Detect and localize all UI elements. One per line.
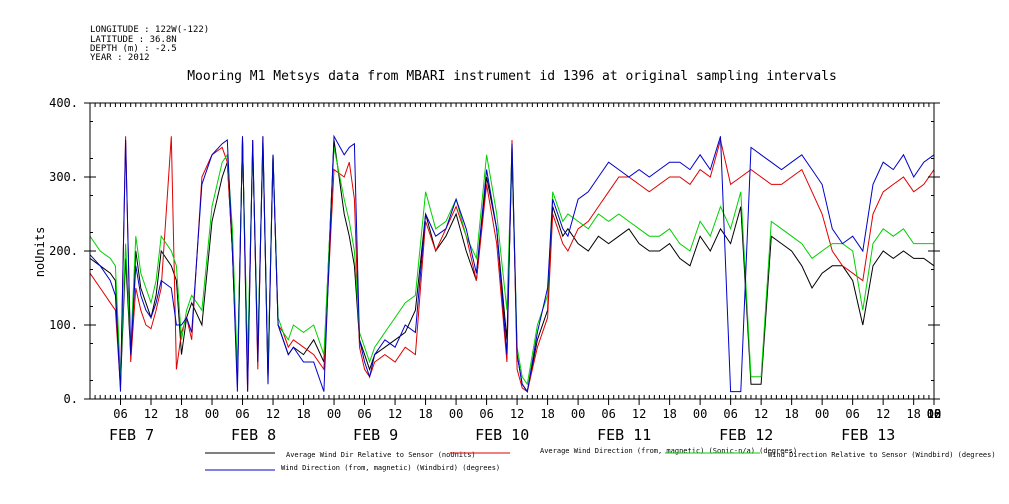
series-line-4	[89, 134, 935, 393]
legend-label-4: Wind Direction (from, magnetic) (Windbir…	[281, 464, 500, 472]
series-line-2	[89, 136, 935, 393]
series-layer	[89, 134, 935, 393]
x-tick-label: 18	[174, 407, 188, 421]
x-tick-label: 00	[927, 407, 941, 421]
year-text: YEAR : 2012	[90, 53, 150, 63]
depth-text: DEPTH (m) : -2.5	[90, 44, 177, 54]
y-tick-label: 0.	[64, 392, 78, 406]
x-tick-label: 06	[723, 407, 737, 421]
x-tick-label: 12	[754, 407, 768, 421]
x-tick-label: 12	[632, 407, 646, 421]
station-metadata: LONGITUDE : 122W(-122) LATITUDE : 36.8N …	[90, 25, 209, 63]
legend-label-1: Average Wind Dir Relative to Sensor (noU…	[286, 451, 476, 459]
chart-title: Mooring M1 Metsys data from MBARI instru…	[187, 69, 837, 84]
x-tick-label: 00	[449, 407, 463, 421]
x-tick-label: 12	[266, 407, 280, 421]
x-tick-label: 00	[927, 407, 941, 421]
x-tick-label: 18	[662, 407, 676, 421]
x-tick-label: 06	[235, 407, 249, 421]
x-tick-label: 18	[906, 407, 920, 421]
x-tick-label: 00	[205, 407, 219, 421]
day-label: FEB 8	[231, 426, 276, 444]
x-tick-label: 12	[388, 407, 402, 421]
y-tick-label: 200.	[49, 244, 78, 258]
day-label: FEB 9	[353, 426, 398, 444]
longitude-text: LONGITUDE : 122W(-122)	[90, 25, 209, 35]
legend-label-3: Wind Direction Relative to Sensor (Windb…	[768, 451, 996, 459]
latitude-text: LATITUDE : 36.8N	[90, 35, 177, 45]
x-tick-label: 06	[601, 407, 615, 421]
x-tick-label: 00	[693, 407, 707, 421]
x-tick-label: 18	[784, 407, 798, 421]
legend: Average Wind Dir Relative to Sensor (noU…	[205, 447, 996, 472]
x-tick-label: 12	[144, 407, 158, 421]
x-tick-label: 06	[113, 407, 127, 421]
day-label: FEB 10	[475, 426, 529, 444]
x-tick-label: 18	[540, 407, 554, 421]
x-tick-label: 00	[571, 407, 585, 421]
x-tick-label: 12	[510, 407, 524, 421]
y-tick-label: 300.	[49, 170, 78, 184]
legend-label-2: Average Wind Direction (from, magnetic) …	[540, 447, 797, 455]
y-tick-label: 100.	[49, 318, 78, 332]
x-tick-label: 12	[927, 407, 941, 421]
axis-layer: 06 12 18 00 06 12 18 00 06 12 18 00 06 12 18 00 06 12 18 00…	[49, 96, 941, 444]
series-line-3	[89, 139, 934, 386]
x-tick-label: 00	[815, 407, 829, 421]
day-label: FEB 13	[841, 426, 895, 444]
x-tick-label: 18	[418, 407, 432, 421]
x-tick-label: 18	[927, 407, 941, 421]
x-tick-label: 06	[927, 407, 941, 421]
x-tick-label: 06	[357, 407, 371, 421]
day-label: FEB 7	[109, 426, 154, 444]
x-tick-label: 06	[479, 407, 493, 421]
series-line-1	[89, 139, 935, 393]
day-label: FEB 11	[597, 426, 651, 444]
y-tick-label: 400.	[49, 96, 78, 110]
x-tick-label: 12	[876, 407, 890, 421]
y-axis-label: noUnits	[33, 227, 47, 278]
x-tick-label: 18	[296, 407, 310, 421]
x-tick-label: 00	[327, 407, 341, 421]
day-label: FEB 12	[719, 426, 773, 444]
x-tick-label: 06	[845, 407, 859, 421]
